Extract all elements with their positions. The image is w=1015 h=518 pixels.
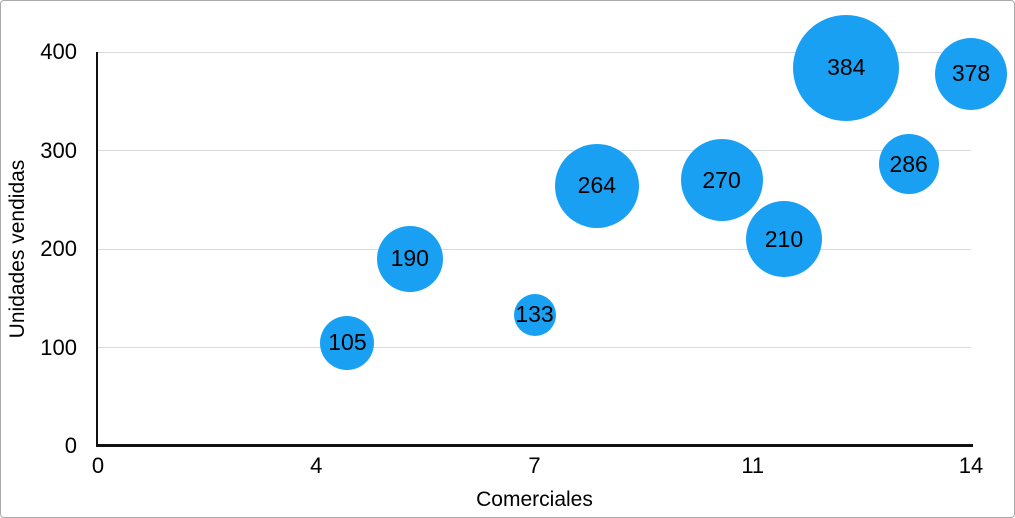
- y-tick-label: 100: [40, 334, 77, 360]
- bubble-label: 105: [328, 329, 367, 356]
- bubble[interactable]: 190: [376, 225, 443, 292]
- x-tick-label: 7: [528, 453, 541, 478]
- bubble[interactable]: 210: [745, 201, 822, 278]
- bubble[interactable]: 270: [680, 139, 763, 222]
- y-axis-line: [96, 52, 98, 446]
- bubble[interactable]: 384: [793, 14, 900, 121]
- y-tick-label: 300: [40, 137, 77, 163]
- gridline: [98, 347, 971, 348]
- y-tick-label: 0: [64, 433, 77, 458]
- x-tick-label: 0: [91, 453, 105, 478]
- bubble-label: 270: [702, 166, 741, 193]
- bubble-label: 264: [577, 172, 617, 199]
- bubble[interactable]: 264: [554, 143, 639, 228]
- gridline: [98, 248, 971, 250]
- x-axis-line: [96, 444, 973, 447]
- bubble-label: 210: [764, 225, 804, 252]
- x-tick-label: 14: [958, 453, 984, 478]
- gridline: [98, 51, 971, 53]
- bubble[interactable]: 286: [878, 134, 939, 195]
- bubble[interactable]: 105: [320, 315, 375, 370]
- bubble-label: 133: [515, 301, 554, 328]
- y-tick-label: 400: [40, 39, 77, 64]
- y-axis-title: Unidades vendidas: [6, 159, 29, 339]
- bubble-label: 384: [827, 54, 866, 81]
- x-tick-label: 4: [310, 453, 323, 478]
- x-tick-label: 11: [741, 453, 765, 478]
- y-tick-label: 200: [40, 236, 77, 261]
- bubble[interactable]: 133: [513, 293, 556, 336]
- x-axis-title: Comerciales: [476, 488, 593, 511]
- bubble-label: 190: [390, 245, 429, 272]
- bubble-label: 378: [951, 60, 991, 87]
- bubble[interactable]: 378: [935, 37, 1007, 110]
- gridline: [98, 150, 971, 151]
- bubble-label: 286: [889, 150, 928, 177]
